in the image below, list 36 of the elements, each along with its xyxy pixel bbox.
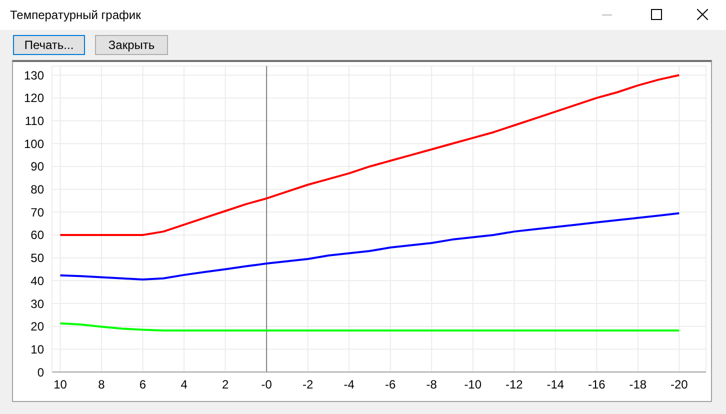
y-tick-label: 10 bbox=[30, 342, 44, 356]
y-tick-label: 50 bbox=[30, 251, 44, 266]
button: Закрыть bbox=[95, 35, 168, 55]
y-tick-label: 120 bbox=[24, 91, 44, 106]
y-tick-label: 0 bbox=[37, 365, 44, 380]
x-tick-label: 8 bbox=[98, 378, 106, 392]
x-tick-label: -16 bbox=[588, 378, 606, 392]
y-tick-label: 40 bbox=[30, 274, 44, 288]
x-tick-label: 10 bbox=[54, 378, 68, 392]
x-tick-label: -6 bbox=[385, 378, 396, 392]
x-tick-label: -18 bbox=[629, 378, 647, 392]
x-tick-label: -2 bbox=[302, 378, 314, 392]
y-tick-label: 110 bbox=[24, 114, 44, 128]
chart-title: Температурный график bbox=[10, 8, 141, 22]
x-tick-label: -12 bbox=[505, 378, 524, 392]
y-tick-label: 130 bbox=[24, 68, 44, 82]
y-tick-label: 70 bbox=[30, 205, 44, 220]
x-tick-label: -14 bbox=[546, 378, 564, 392]
x-tick-label: -8 bbox=[426, 378, 438, 392]
line-series bbox=[59, 212, 680, 281]
x-tick-label: 2 bbox=[222, 378, 229, 392]
y-tick-label: 100 bbox=[24, 136, 44, 151]
y-tick-label: 60 bbox=[30, 228, 44, 242]
x-tick-label: -4 bbox=[344, 378, 355, 392]
line-series bbox=[59, 74, 680, 236]
button: Печать... bbox=[13, 35, 85, 55]
x-tick-label: -20 bbox=[670, 378, 688, 392]
line-series bbox=[59, 322, 680, 332]
x-tick-label: 4 bbox=[180, 378, 188, 392]
x-tick-label: 6 bbox=[139, 378, 146, 392]
x-tick-label: -10 bbox=[464, 378, 482, 392]
x-tick-label: -0 bbox=[261, 378, 272, 392]
y-tick-label: 80 bbox=[30, 182, 44, 197]
y-tick-label: 90 bbox=[30, 160, 44, 174]
y-tick-label: 20 bbox=[30, 320, 44, 334]
y-tick-label: 30 bbox=[30, 296, 44, 311]
